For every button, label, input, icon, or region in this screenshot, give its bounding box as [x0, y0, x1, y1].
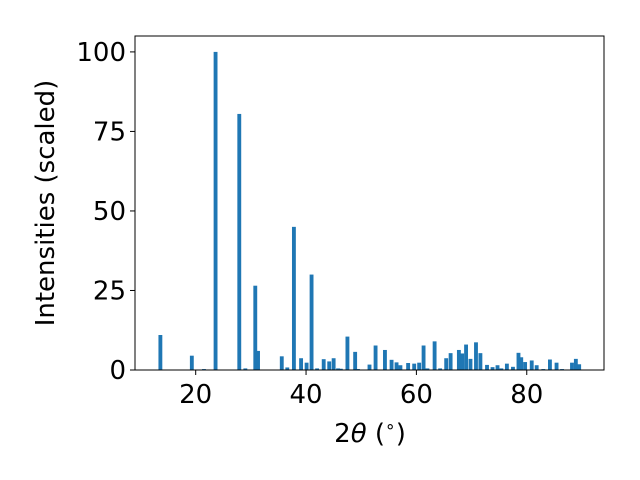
bar — [485, 364, 489, 370]
x-ticks: 20 40 60 80 — [179, 370, 543, 410]
y-axis-label: Intensities (scaled) — [31, 80, 61, 327]
bar — [529, 360, 534, 370]
bar — [398, 365, 403, 370]
bar — [158, 335, 163, 370]
bar — [534, 365, 539, 370]
bar — [285, 367, 290, 370]
bar — [504, 363, 509, 370]
x-label-part-1: 2 — [334, 419, 351, 449]
bar — [321, 359, 326, 370]
bar — [338, 368, 343, 370]
bar — [577, 364, 582, 370]
bar — [345, 336, 350, 370]
bar — [291, 226, 296, 370]
bar — [456, 349, 461, 370]
bar — [331, 358, 336, 370]
bar — [444, 358, 449, 370]
bar — [478, 353, 483, 370]
x-tick-label: 60 — [400, 380, 433, 410]
x-tick-label: 20 — [179, 380, 212, 410]
y-tick-label: 75 — [93, 117, 126, 147]
y-tick-label: 50 — [93, 197, 126, 227]
x-axis-label: 2θ (∘) — [334, 417, 406, 449]
bar — [495, 365, 500, 370]
bar — [304, 362, 309, 370]
bar — [367, 364, 372, 370]
y-tick-label: 25 — [93, 276, 126, 306]
bar — [548, 359, 552, 370]
x-label-part-3: ( — [367, 419, 385, 449]
bar — [438, 368, 443, 370]
bar — [519, 357, 524, 370]
bar — [460, 353, 465, 370]
bar — [464, 344, 468, 370]
bar — [373, 345, 378, 370]
bars — [158, 51, 582, 371]
bar — [243, 368, 248, 370]
bar — [421, 345, 426, 370]
bar — [554, 362, 559, 370]
bar — [523, 362, 528, 370]
bar — [432, 341, 437, 370]
bar — [309, 274, 314, 370]
bar — [299, 358, 304, 370]
bar — [213, 51, 218, 371]
x-label-part-5: ) — [396, 419, 406, 449]
bar — [389, 359, 394, 370]
bar — [237, 113, 242, 371]
bar — [327, 361, 332, 370]
bar — [570, 362, 574, 370]
bar — [417, 362, 422, 370]
bar — [490, 367, 495, 370]
x-label-theta: θ — [351, 419, 367, 449]
bar — [353, 351, 358, 370]
bar — [383, 349, 387, 370]
x-tick-label: 80 — [510, 380, 543, 410]
bar — [448, 353, 453, 370]
bar — [573, 358, 578, 370]
bar — [189, 355, 194, 370]
bar — [394, 362, 399, 370]
y-ticks: 0 25 50 75 100 — [76, 38, 135, 386]
bar — [336, 368, 340, 370]
bar — [279, 356, 284, 370]
x-tick-label: 40 — [290, 380, 323, 410]
bar — [516, 352, 521, 370]
y-tick-label: 100 — [76, 38, 126, 68]
y-tick-label: 0 — [109, 356, 126, 386]
bar — [256, 350, 260, 370]
bar — [511, 366, 515, 370]
bar — [412, 363, 417, 370]
bar — [499, 368, 504, 370]
plot-frame — [134, 35, 605, 371]
bar — [315, 368, 320, 370]
bar — [253, 285, 258, 370]
bar — [468, 358, 473, 370]
bar — [406, 363, 411, 370]
x-label-degree: ∘ — [385, 417, 396, 437]
bar — [425, 368, 430, 370]
bar — [474, 342, 478, 370]
